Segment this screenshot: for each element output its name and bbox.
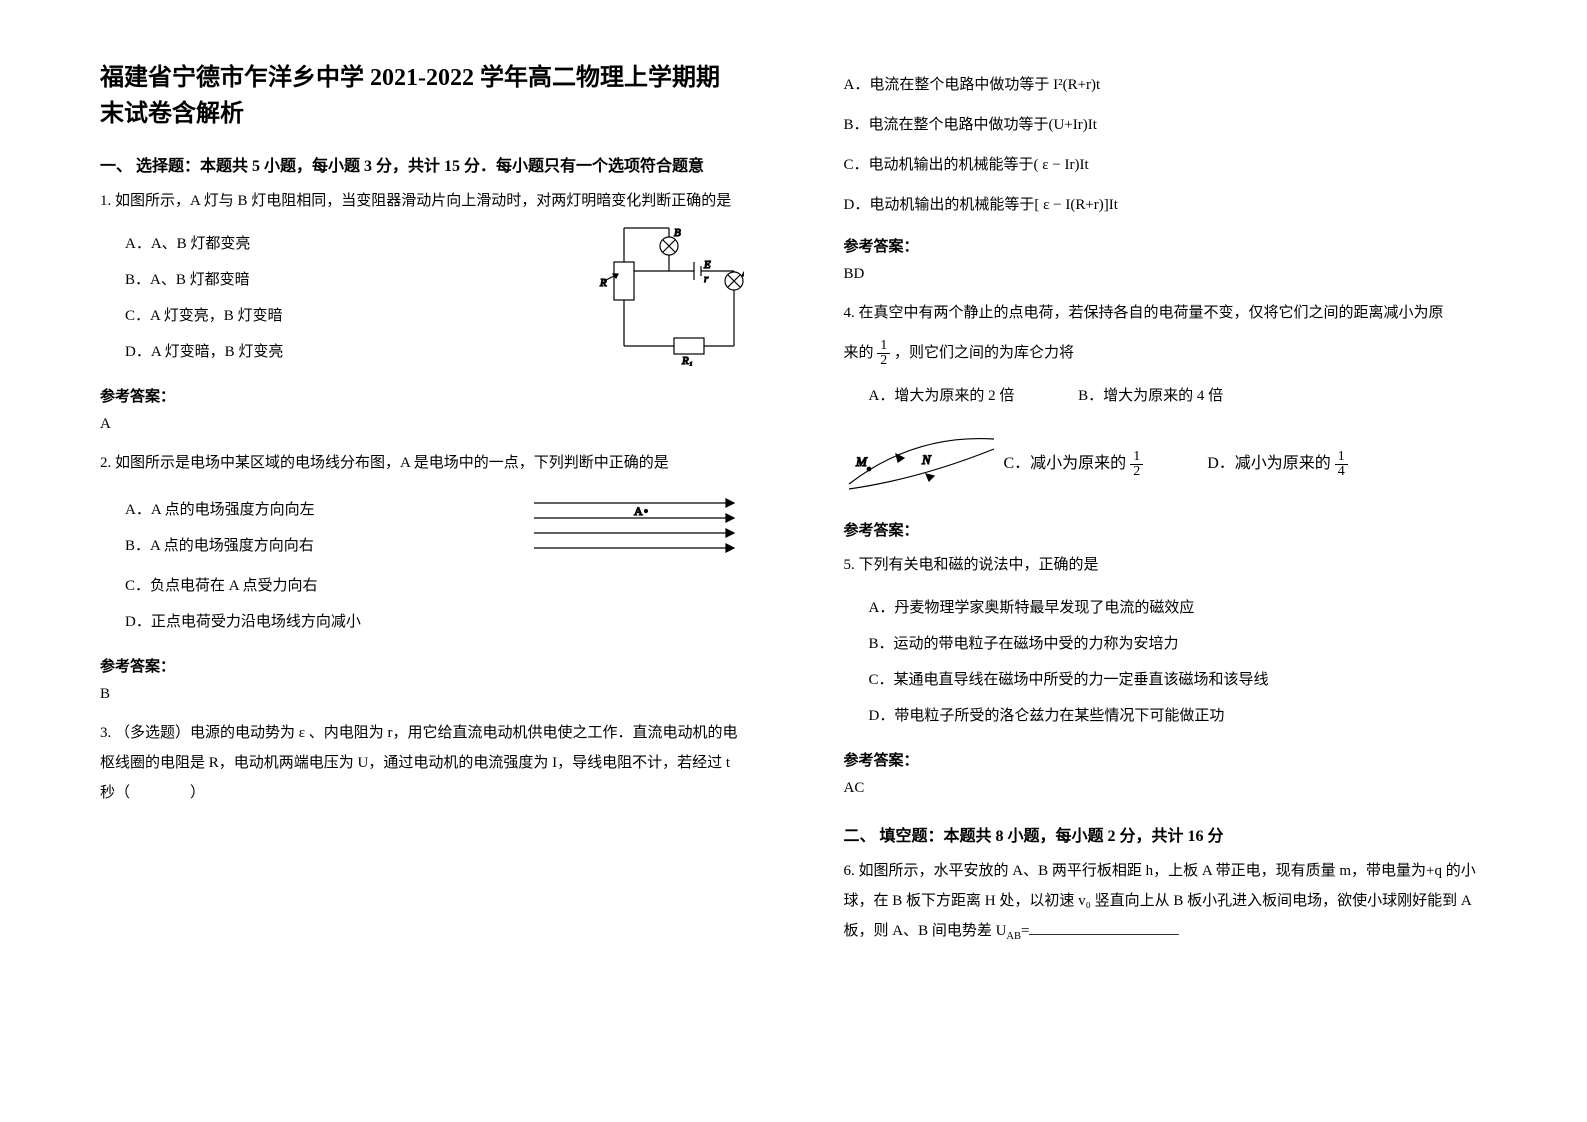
fraction-quarter: 1 4 [1335,450,1348,479]
q1-option-b: B．A、B 灯都变暗 [125,262,574,298]
mn-diagram-icon: M N [844,424,1004,504]
q4-stem-line2: 来的 1 2 ，则它们之间的为库仑力将 [844,338,1488,368]
q6-sub-ab: AB [1006,931,1021,942]
label-B: B [674,227,681,239]
frac-den: 2 [1130,465,1143,479]
q1-answer: A [100,411,744,438]
q5-option-c: C．某通电直导线在磁场中所受的力一定垂直该磁场和该导线 [869,662,1488,698]
label-N: N [921,452,932,467]
left-column: 福建省宁德市乍洋乡中学 2021-2022 学年高二物理上学期期末试卷含解析 一… [0,0,794,1122]
label-R1: R₁ [681,355,693,366]
q4-stem-c: ，则它们之间的为库仑力将 [894,345,1074,361]
exam-title: 福建省宁德市乍洋乡中学 2021-2022 学年高二物理上学期期末试卷含解析 [100,60,744,132]
q2-body: A．A 点的电场强度方向向左 B．A 点的电场强度方向向右 A [100,488,744,568]
fill-blank [1029,920,1179,935]
frac-den: 2 [877,354,890,368]
field-lines-diagram-icon: A [524,488,744,568]
q4-option-a: A．增大为原来的 2 倍 [869,378,1015,414]
section-1-heading: 一、 选择题：本题共 5 小题，每小题 3 分，共计 15 分．每小题只有一个选… [100,152,744,176]
q5-stem: 5. 下列有关电和磁的说法中，正确的是 [844,550,1488,580]
q3-answer: BD [844,261,1488,288]
q4-stem-b: 来的 [844,345,874,361]
q4-answer-heading: 参考答案： [844,519,1488,540]
q5-answer: AC [844,775,1488,802]
q2-option-a: A．A 点的电场强度方向向左 [125,492,524,528]
frac-num: 1 [1130,450,1143,465]
q2-answer-heading: 参考答案： [100,655,744,676]
q4-option-b: B．增大为原来的 4 倍 [1078,378,1223,414]
frac-den: 4 [1335,465,1348,479]
q4-row-cd: M N C．减小为原来的 1 2 D．减小为原来的 1 4 [844,424,1488,504]
q2-option-c: C．负点电荷在 A 点受力向右 [125,568,744,604]
q2-stem: 2. 如图所示是电场中某区域的电场线分布图，A 是电场中的一点，下列判断中正确的… [100,448,744,478]
label-A: A [741,267,744,279]
frac-num: 1 [877,339,890,354]
label-r: r [704,273,709,285]
q4-option-d-text: D．减小为原来的 [1207,455,1331,472]
q3-option-b: B．电流在整个电路中做功等于(U+Ir)It [844,110,1488,140]
q4-option-c-text: C．减小为原来的 [1004,455,1127,472]
q4-option-d: D．减小为原来的 1 4 [1207,449,1348,479]
q5-option-a: A．丹麦物理学家奥斯特最早发现了电流的磁效应 [869,590,1488,626]
q3-option-d: D．电动机输出的机械能等于[ ε − I(R+r)]It [844,190,1488,220]
fraction-half: 1 2 [877,339,890,368]
q5-option-d: D．带电粒子所受的洛仑兹力在某些情况下可能做正功 [869,698,1488,734]
q1-answer-heading: 参考答案： [100,385,744,406]
q5-answer-heading: 参考答案： [844,749,1488,770]
frac-num: 1 [1335,450,1348,465]
q3-answer-heading: 参考答案： [844,235,1488,256]
q6-stem-b: = [1021,923,1029,939]
q1-option-d: D．A 灯变暗，B 灯变亮 [125,334,574,370]
q2-answer: B [100,681,744,708]
circuit-diagram-icon: B R R₁ [594,226,744,366]
label-point-A: A [634,504,643,518]
q3-option-c: C．电动机输出的机械能等于( ε − Ir)It [844,150,1488,180]
label-R: R [599,277,607,289]
q1-option-c: C．A 灯变亮，B 灯变暗 [125,298,574,334]
q4-stem-line1: 4. 在真空中有两个静止的点电荷，若保持各自的电荷量不变，仅将它们之间的距离减小… [844,298,1488,328]
section-2-heading: 二、 填空题：本题共 8 小题，每小题 2 分，共计 16 分 [844,822,1488,846]
q1-option-a: A．A、B 灯都变亮 [125,226,574,262]
q2-option-d: D．正点电荷受力沿电场线方向减小 [125,604,744,640]
right-column: A．电流在整个电路中做功等于 I²(R+r)t B．电流在整个电路中做功等于(U… [794,0,1587,1122]
q5-option-b: B．运动的带电粒子在磁场中受的力称为安培力 [869,626,1488,662]
q6-stem: 6. 如图所示，水平安放的 A、B 两平行板相距 h，上板 A 带正电，现有质量… [844,856,1488,947]
q1-stem: 1. 如图所示，A 灯与 B 灯电阻相同，当变阻器滑动片向上滑动时，对两灯明暗变… [100,186,744,216]
label-M: M [855,454,868,469]
q2-options: A．A 点的电场强度方向向左 B．A 点的电场强度方向向右 [100,492,524,564]
q1-options: A．A、B 灯都变亮 B．A、B 灯都变暗 C．A 灯变亮，B 灯变暗 D．A … [100,226,574,370]
q4-row-ab: A．增大为原来的 2 倍 B．增大为原来的 4 倍 [869,378,1488,414]
q1-body: A．A、B 灯都变亮 B．A、B 灯都变暗 C．A 灯变亮，B 灯变暗 D．A … [100,226,744,370]
q3-stem: 3. （多选题）电源的电动势为 ε 、内电阻为 r，用它给直流电动机供电使之工作… [100,718,744,808]
label-E: E [703,259,711,271]
q2-option-b: B．A 点的电场强度方向向右 [125,528,524,564]
q4-option-c: C．减小为原来的 1 2 [1004,449,1144,479]
fraction-half-2: 1 2 [1130,450,1143,479]
q3-option-a: A．电流在整个电路中做功等于 I²(R+r)t [844,70,1488,100]
